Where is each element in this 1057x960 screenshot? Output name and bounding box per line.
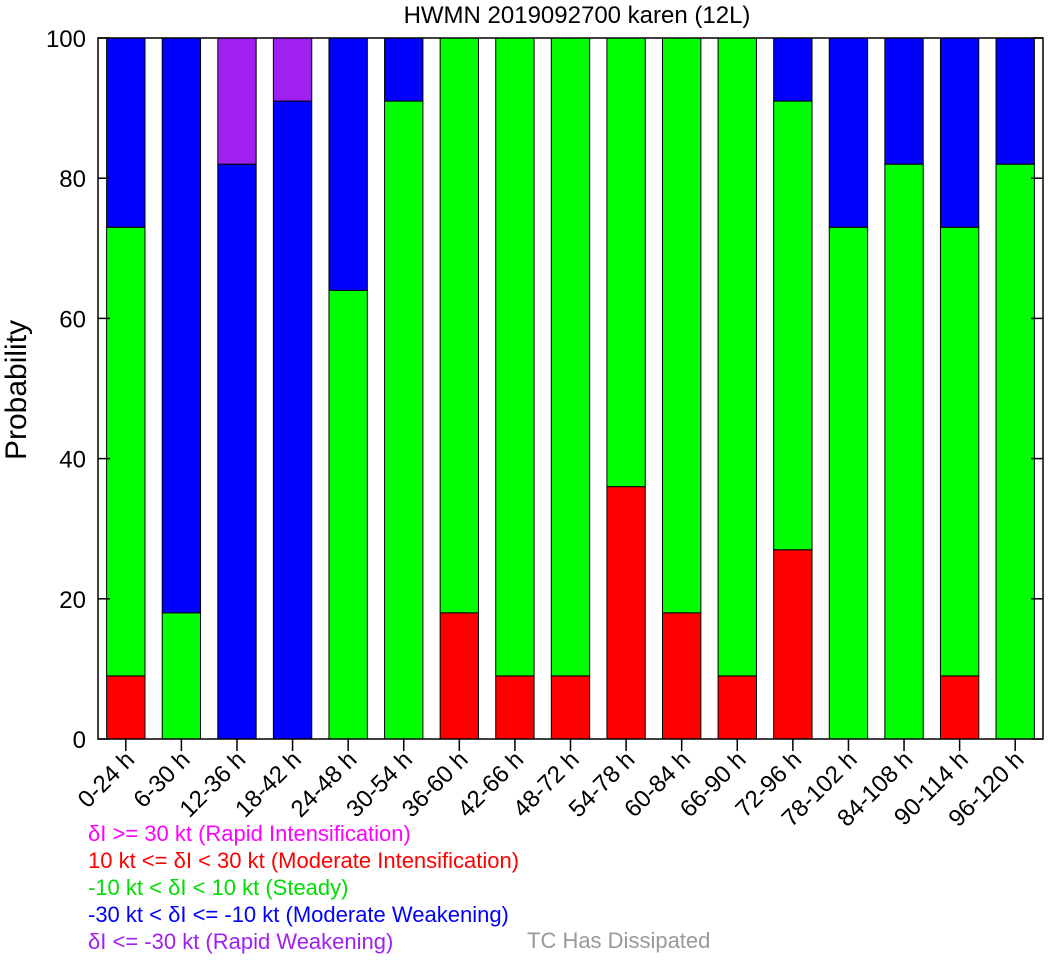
legend-tc-dissipated: TC Has Dissipated: [527, 928, 711, 953]
bar-segment-moderate-intensification: [106, 675, 146, 740]
x-tick-label: 0-24 h: [73, 746, 140, 813]
bar-segment-steady: [328, 289, 368, 740]
bar-segment-moderate-intensification: [717, 675, 757, 740]
bar-segment-steady: [606, 37, 646, 488]
y-tick-label: 0: [73, 727, 86, 754]
bar-segment-steady: [106, 226, 146, 677]
legend-rapid-weakening: δI <= -30 kt (Rapid Weakening): [88, 929, 394, 954]
bar-segment-rapid-weakening: [217, 37, 257, 165]
bar-segment-steady: [939, 226, 980, 677]
bar-segment-steady: [661, 37, 702, 614]
bar-segment-steady: [995, 163, 1035, 740]
bar-segment-moderate-weakening: [995, 37, 1035, 165]
bar-segment-moderate-intensification: [439, 612, 480, 740]
bar-segment-moderate-weakening: [217, 163, 257, 740]
bar-segment-moderate-intensification: [661, 612, 702, 740]
bar-segment-moderate-intensification: [773, 549, 813, 740]
bar-segment-moderate-intensification: [939, 675, 980, 740]
bar-segment-steady: [161, 612, 202, 740]
bar-segment-steady: [495, 37, 535, 677]
y-tick-label: 60: [59, 306, 86, 333]
bar-segment-steady: [717, 37, 757, 677]
legend-moderate-weakening: -30 kt < δI <= -10 kt (Moderate Weakenin…: [88, 902, 509, 927]
bar-segment-moderate-intensification: [495, 675, 535, 740]
y-tick-label: 100: [46, 26, 86, 53]
bar-segment-steady: [828, 226, 869, 740]
bar-segment-moderate-intensification: [606, 486, 646, 740]
y-tick-label: 40: [59, 447, 86, 474]
bar-segment-moderate-intensification: [550, 675, 591, 740]
bar-segment-steady: [439, 37, 480, 614]
bar-segment-moderate-weakening: [272, 100, 313, 740]
bar-segment-steady: [384, 100, 424, 740]
bar-segment-moderate-weakening: [384, 37, 424, 102]
x-axis: 0-24 h6-30 h12-36 h18-42 h24-48 h30-54 h…: [73, 739, 1029, 832]
bars-group: [106, 37, 1035, 740]
bar-segment-moderate-weakening: [106, 37, 146, 228]
bar-segment-moderate-weakening: [828, 37, 869, 228]
y-axis-label: Probability: [0, 320, 33, 460]
legend-moderate-intensification: 10 kt <= δI < 30 kt (Moderate Intensific…: [88, 848, 520, 873]
legend: δI >= 30 kt (Rapid Intensification) 10 k…: [88, 820, 519, 955]
bar-segment-steady: [884, 163, 924, 740]
y-axis: 0 20 40 60 80 100: [46, 26, 1043, 754]
chart-title: HWMN 2019092700 karen (12L): [404, 2, 751, 29]
bar-segment-moderate-weakening: [939, 37, 980, 228]
bar-segment-steady: [550, 37, 591, 677]
legend-rapid-intensification: δI >= 30 kt (Rapid Intensification): [88, 821, 411, 846]
legend-steady: -10 kt < δI < 10 kt (Steady): [88, 875, 349, 900]
bar-segment-steady: [773, 100, 813, 551]
bar-segment-moderate-weakening: [884, 37, 924, 165]
bar-segment-moderate-weakening: [328, 37, 368, 291]
y-tick-label: 20: [59, 587, 86, 614]
bar-segment-moderate-weakening: [773, 37, 813, 102]
bar-segment-moderate-weakening: [161, 37, 202, 614]
y-tick-label: 80: [59, 166, 86, 193]
bar-segment-rapid-weakening: [272, 37, 313, 102]
